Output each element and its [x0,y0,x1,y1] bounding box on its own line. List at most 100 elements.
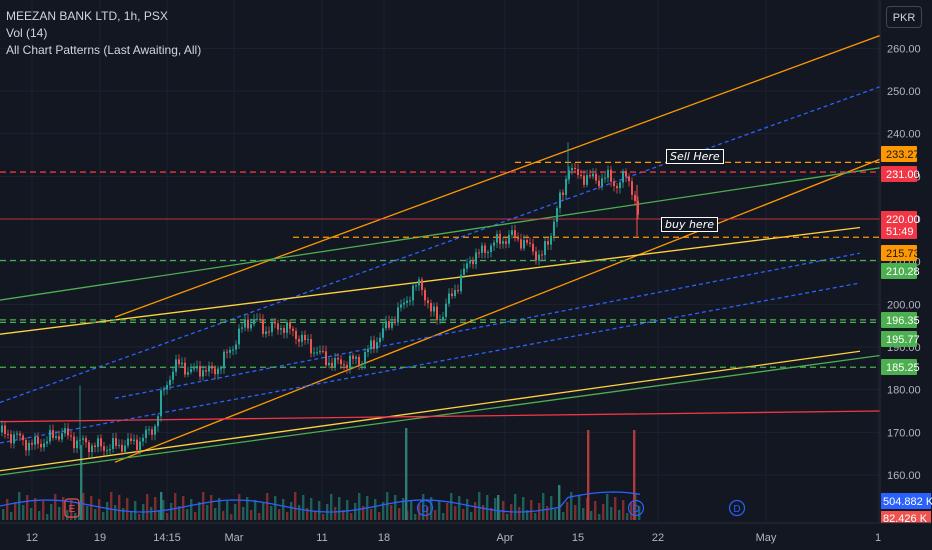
volume-bar [358,493,361,520]
volume-bar [270,506,273,520]
sell-here-annotation[interactable]: Sell Here [666,149,724,164]
volume-bar [234,504,237,520]
candle-body [58,436,60,440]
volume-bar [602,504,605,520]
candle-body [145,429,147,438]
candle-body [226,351,228,353]
candle-body [295,330,297,340]
candle-body [10,434,12,444]
volume-bar-spike [160,492,163,520]
trend-line [114,158,881,463]
candle-body [199,366,201,377]
volume-bar [226,501,229,520]
candle-body [133,439,135,441]
candle-body [319,351,321,353]
candle-body [415,285,417,287]
volume-bar [534,513,537,520]
volume-bar-spike [497,495,500,520]
candle-body [184,362,186,375]
volume-bar [262,503,265,520]
price-tick-label: 240.00 [887,129,921,141]
volume-bar [566,502,569,520]
candle-body [19,433,21,436]
time-tick-label: Apr [496,532,513,544]
buy-here-annotation[interactable]: buy here [661,217,718,232]
volume-bar [30,508,33,520]
candle-body [409,300,411,302]
candle-body [220,368,222,370]
price-tick-label: 160.00 [887,470,921,482]
volume-bar [582,508,585,520]
volume-bar [578,495,581,520]
candle-body [427,300,429,304]
volume-bar [530,500,533,520]
candle-body [97,438,99,447]
candle-body [340,359,342,365]
patterns-indicator-label[interactable]: All Chart Patterns (Last Awaiting, All) [6,43,202,57]
volume-bar [454,506,457,520]
volume-bar [402,498,405,520]
candle-body [304,334,306,341]
time-axis-bg [0,523,932,550]
trend-line [0,410,881,423]
candle-body [307,339,309,341]
candle-body [412,285,414,301]
candle-body [538,254,540,261]
candle-body [463,268,465,275]
candle-body [274,322,276,324]
volume-bar [434,510,437,520]
volume-bar [138,514,141,520]
price-label-box [881,263,917,279]
candle-body [46,441,48,444]
candle-body [397,307,399,323]
volume-bar [350,513,353,520]
candle-body [349,355,351,369]
candle-body [436,306,438,320]
candle-body [478,252,480,254]
volume-bar [466,499,469,520]
candle-body [100,438,102,447]
event-marker-label: D [632,504,639,515]
volume-bar [430,497,433,520]
volume-bar [410,501,413,520]
event-marker-label: D [733,504,740,515]
candle-body [31,442,33,445]
candle-body [565,179,567,196]
volume-bar [10,512,13,520]
dividend-marker [627,499,645,517]
volume-bar [318,501,321,520]
candle-body [154,426,156,435]
candle-body [421,279,423,290]
currency-selector[interactable]: PKR [886,6,922,28]
volume-bar-spike [587,430,590,520]
candle-body [322,351,324,353]
candle-body [70,435,72,437]
candle-body [391,321,393,328]
volume-bar [458,496,461,520]
candle-body [124,445,126,452]
volume-bar [266,493,269,520]
candle-body [13,434,15,444]
volume-bar [202,492,205,520]
volume-bar [130,511,133,520]
volume-bar [158,510,161,520]
candle-body [502,241,504,244]
volume-bar [218,498,221,520]
candle-body [223,351,225,369]
trend-line [0,350,861,472]
candle-body [466,263,468,269]
volume-bar [518,507,521,520]
symbol-title[interactable]: MEEZAN BANK LTD, 1h, PSX [6,9,168,23]
candle-body [52,430,54,438]
volume-bar [222,511,225,520]
volume-indicator-label[interactable]: Vol (14) [6,26,48,40]
candle-body [475,252,477,265]
candle-body [430,303,432,312]
candle-body [433,306,435,312]
candle-body [34,436,36,445]
candle-body [334,358,336,368]
price-label-text: 231.00 [886,169,920,181]
volume-bar [210,495,213,520]
volume-label-box [881,493,931,509]
